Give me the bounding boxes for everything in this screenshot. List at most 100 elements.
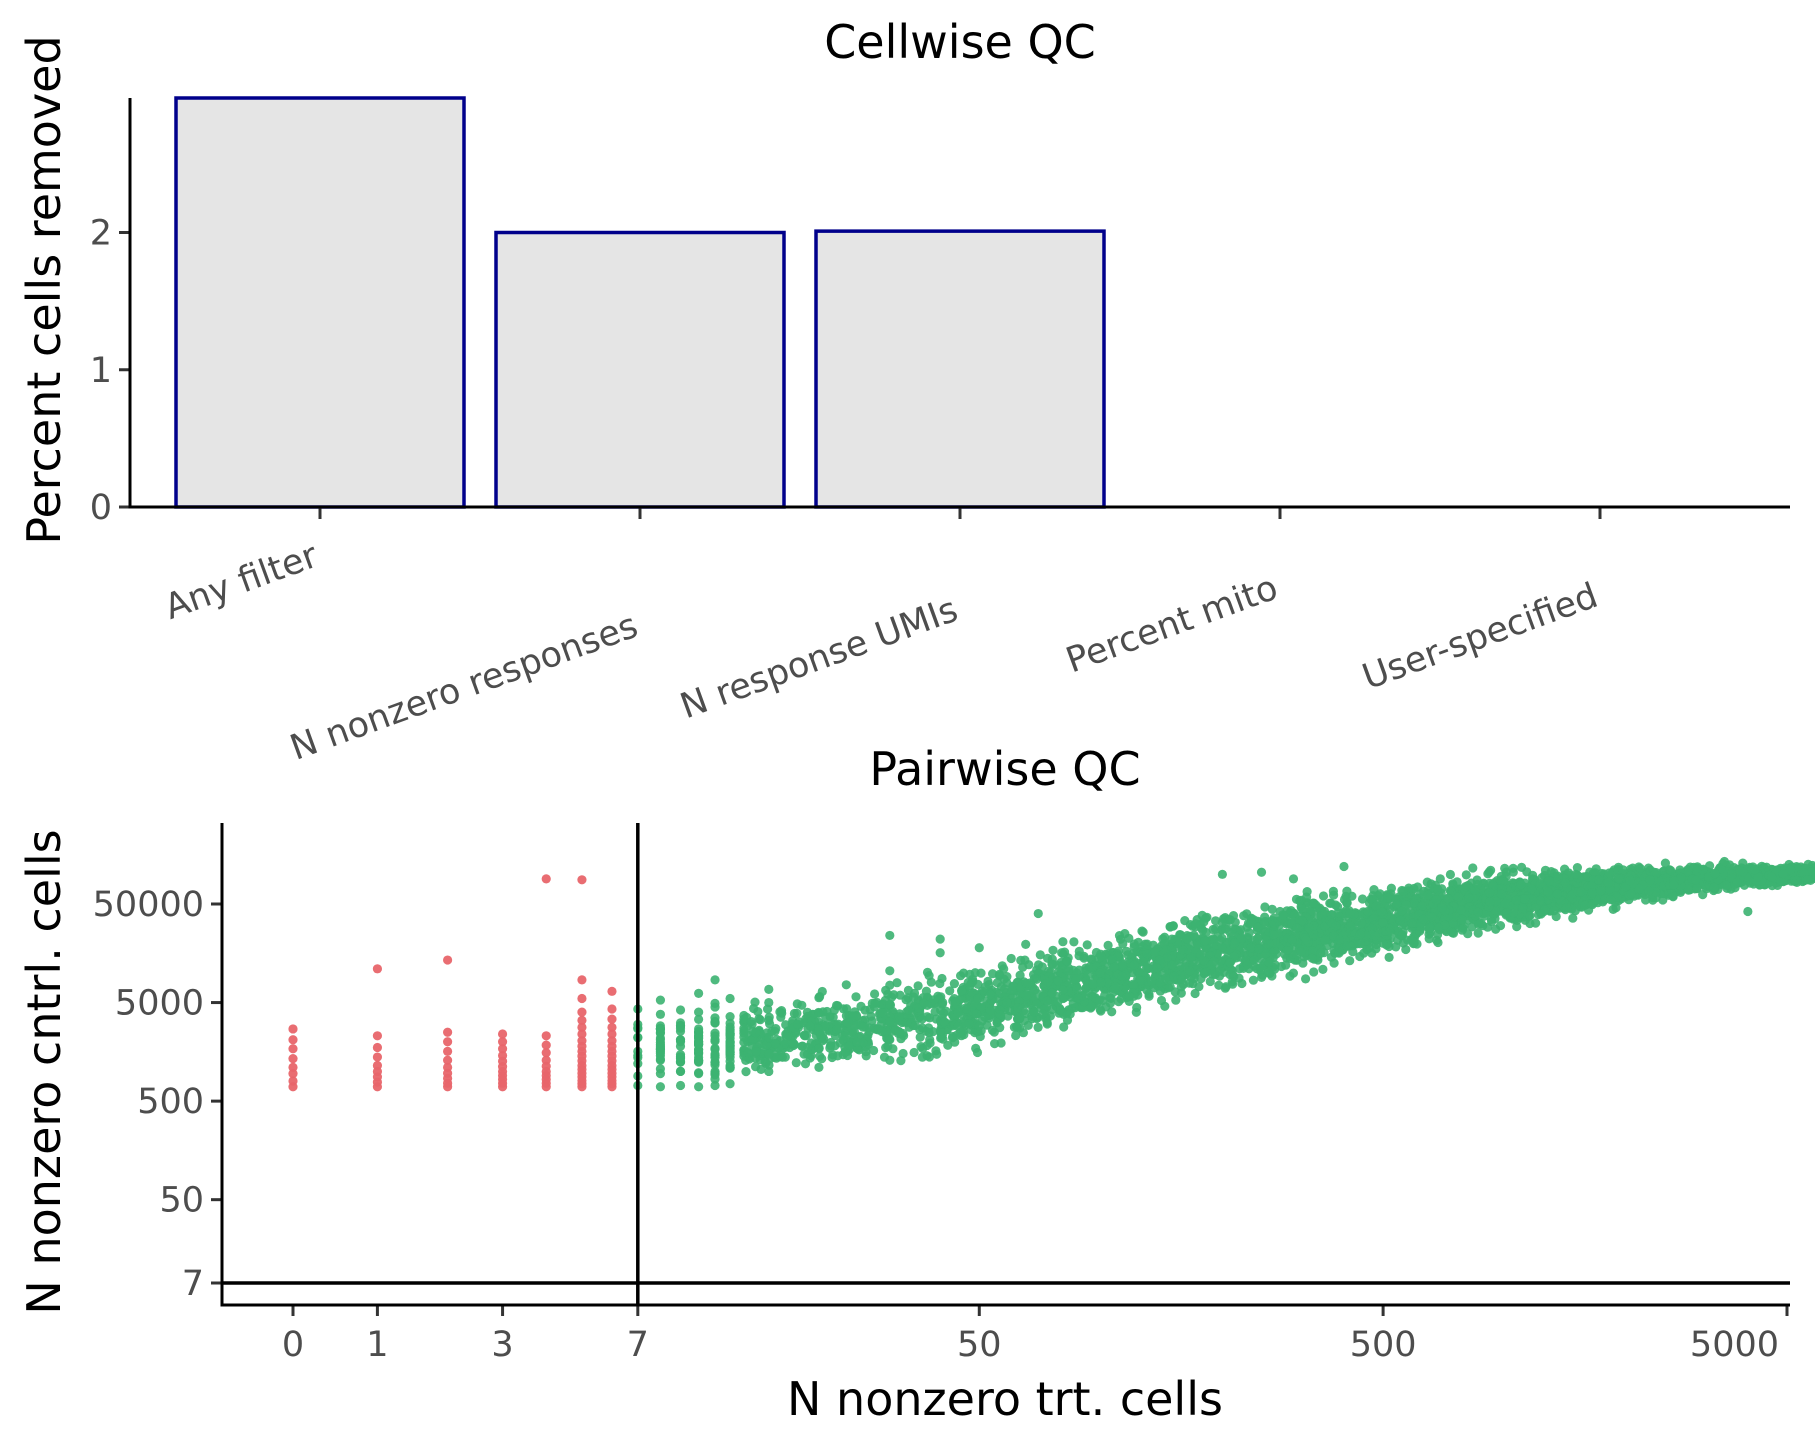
pass-point bbox=[1053, 997, 1063, 1007]
pass-point bbox=[827, 1052, 837, 1063]
pass-point bbox=[1651, 887, 1661, 897]
pass-point bbox=[1103, 940, 1113, 951]
cellwise-qc-panel: Cellwise QC Percent cells removed 0 1 2 An… bbox=[17, 15, 1790, 769]
pass-point bbox=[1698, 890, 1708, 900]
pass-point bbox=[1692, 883, 1702, 893]
pass-point bbox=[1491, 906, 1501, 916]
pass-point bbox=[1142, 985, 1152, 995]
pass-point bbox=[1059, 1022, 1069, 1032]
bar-x-tick-label: N nonzero responses bbox=[285, 606, 643, 769]
pass-point bbox=[953, 1007, 963, 1018]
pass-point bbox=[694, 1014, 704, 1024]
pass-point bbox=[892, 978, 902, 988]
pass-point bbox=[964, 1019, 974, 1029]
pass-point bbox=[1473, 919, 1484, 930]
pass-point bbox=[710, 1028, 720, 1038]
pass-point bbox=[1177, 974, 1187, 984]
pass-point bbox=[1055, 1005, 1065, 1015]
pass-point bbox=[948, 1033, 958, 1043]
pass-point bbox=[1072, 984, 1082, 994]
pass-point bbox=[896, 1056, 906, 1066]
pass-point bbox=[1491, 924, 1501, 934]
pass-point bbox=[1453, 892, 1464, 902]
pass-point bbox=[1594, 875, 1604, 885]
pass-point bbox=[1282, 945, 1292, 955]
pass-point bbox=[1422, 877, 1432, 887]
pass-point bbox=[918, 1043, 928, 1054]
pass-point bbox=[1483, 922, 1493, 932]
pass-point bbox=[1683, 883, 1693, 894]
pass-point bbox=[1520, 894, 1530, 904]
pass-point bbox=[1345, 956, 1355, 966]
pass-point bbox=[1120, 982, 1130, 992]
pass-point bbox=[950, 997, 961, 1007]
pass-point bbox=[1225, 915, 1235, 925]
pass-point bbox=[988, 969, 998, 979]
pass-point bbox=[1339, 894, 1350, 905]
pass-point bbox=[1048, 959, 1058, 969]
pairwise-qc-pass-points bbox=[633, 856, 1815, 1092]
pass-point bbox=[1002, 972, 1012, 982]
pass-point bbox=[1244, 928, 1254, 938]
pass-point bbox=[922, 967, 933, 978]
pass-point bbox=[889, 990, 899, 1000]
pass-point bbox=[1508, 867, 1518, 877]
pass-point bbox=[788, 1038, 798, 1048]
pass-point bbox=[1048, 945, 1058, 955]
bar-y-tick-label: 0 bbox=[90, 488, 112, 528]
pass-point bbox=[1029, 1007, 1039, 1017]
pass-point bbox=[1252, 922, 1262, 933]
pass-point bbox=[866, 1011, 876, 1021]
pass-point bbox=[1062, 1015, 1073, 1025]
pass-point bbox=[851, 992, 861, 1002]
pass-point bbox=[1083, 970, 1093, 980]
pass-point bbox=[881, 1043, 891, 1053]
pass-point bbox=[1043, 977, 1053, 987]
pass-point bbox=[1516, 880, 1526, 890]
pass-point bbox=[1047, 988, 1057, 998]
pass-point bbox=[1318, 891, 1329, 901]
pass-point bbox=[1491, 896, 1501, 907]
pass-point bbox=[1002, 997, 1012, 1008]
pass-point bbox=[945, 986, 955, 996]
pass-point bbox=[869, 1045, 879, 1056]
pass-point bbox=[1302, 887, 1312, 897]
pass-point bbox=[917, 1014, 927, 1024]
pass-point bbox=[858, 1022, 868, 1032]
bar-x-tick-label: Percent mito bbox=[1061, 568, 1283, 681]
pass-point bbox=[1618, 865, 1628, 875]
pass-point bbox=[1152, 963, 1162, 973]
pass-point bbox=[1074, 946, 1084, 957]
pass-point bbox=[825, 1043, 835, 1053]
pass-point bbox=[1468, 863, 1478, 873]
pass-point bbox=[1012, 1022, 1022, 1032]
pass-point bbox=[938, 997, 948, 1008]
pass-point bbox=[1406, 935, 1416, 945]
pass-point bbox=[1237, 978, 1247, 989]
cellwise-qc-title: Cellwise QC bbox=[824, 15, 1096, 69]
pass-point bbox=[938, 1034, 948, 1044]
pass-point bbox=[1518, 903, 1528, 913]
pass-point bbox=[949, 979, 960, 989]
pass-point bbox=[1193, 939, 1203, 949]
pass-point bbox=[1691, 875, 1701, 885]
pass-point bbox=[1596, 886, 1606, 896]
pass-point bbox=[903, 1005, 914, 1015]
pass-point bbox=[1176, 982, 1186, 992]
pass-point bbox=[1162, 953, 1172, 963]
pass-point bbox=[1531, 918, 1541, 928]
pass-point bbox=[1155, 955, 1165, 966]
pass-point bbox=[1342, 886, 1352, 896]
pass-point bbox=[739, 1014, 749, 1024]
pass-point bbox=[1549, 906, 1559, 916]
pass-point bbox=[1035, 950, 1045, 960]
pass-point bbox=[1398, 886, 1408, 897]
pass-point bbox=[1560, 878, 1570, 888]
pass-point bbox=[1107, 1007, 1117, 1017]
pass-point bbox=[1007, 985, 1017, 995]
pass-point bbox=[1042, 1019, 1052, 1029]
pass-point bbox=[1651, 868, 1661, 878]
pass-point bbox=[776, 1012, 786, 1022]
pass-point bbox=[909, 992, 919, 1002]
